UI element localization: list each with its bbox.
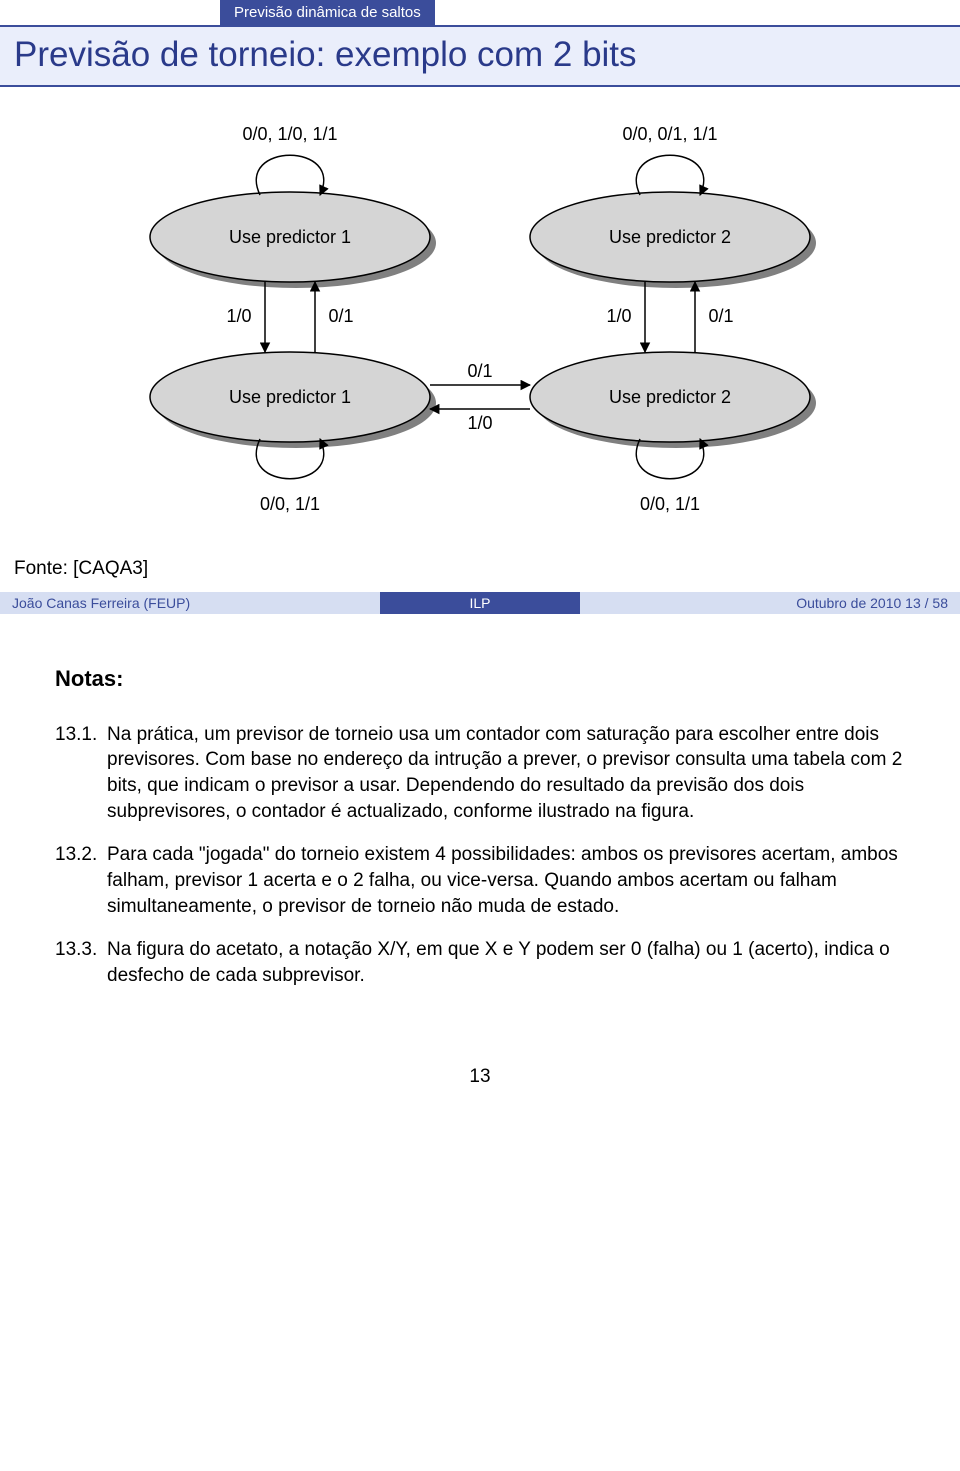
page-title: Previsão de torneio: exemplo com 2 bits xyxy=(14,35,942,75)
svg-text:1/0: 1/0 xyxy=(467,413,492,433)
svg-text:Use predictor 2: Use predictor 2 xyxy=(609,227,731,247)
svg-text:0/0, 1/1: 0/0, 1/1 xyxy=(260,494,320,514)
svg-text:Use predictor 1: Use predictor 1 xyxy=(229,227,351,247)
svg-text:0/1: 0/1 xyxy=(467,361,492,381)
footer-right: Outubro de 2010 13 / 58 xyxy=(580,592,960,614)
svg-text:0/0, 1/0, 1/1: 0/0, 1/0, 1/1 xyxy=(242,124,337,144)
section-tab: Previsão dinâmica de saltos xyxy=(220,0,435,25)
notes-heading: Notas: xyxy=(55,664,905,694)
svg-text:0/0, 0/1, 1/1: 0/0, 0/1, 1/1 xyxy=(622,124,717,144)
note-item: 13.3.Na figura do acetato, a notação X/Y… xyxy=(55,937,905,988)
svg-text:1/0: 1/0 xyxy=(226,306,251,326)
svg-text:0/0, 1/1: 0/0, 1/1 xyxy=(640,494,700,514)
slide-footer: João Canas Ferreira (FEUP) ILP Outubro d… xyxy=(0,592,960,614)
note-text: Na figura do acetato, a notação X/Y, em … xyxy=(107,937,905,988)
note-number: 13.2. xyxy=(55,842,107,919)
footer-author: João Canas Ferreira (FEUP) xyxy=(0,592,380,614)
note-text: Na prática, um previsor de torneio usa u… xyxy=(107,722,905,825)
footer-mid: ILP xyxy=(380,592,580,614)
note-item: 13.2.Para cada "jogada" do torneio exist… xyxy=(55,842,905,919)
svg-text:Use predictor 1: Use predictor 1 xyxy=(229,387,351,407)
note-number: 13.1. xyxy=(55,722,107,825)
slide: Previsão dinâmica de saltos Previsão de … xyxy=(0,0,960,1108)
fsm-svg: Use predictor 1 0/0, 1/0, 1/1 Use predicto… xyxy=(90,117,870,527)
state-diagram: Use predictor 1 0/0, 1/0, 1/1 Use predicto… xyxy=(0,87,960,552)
svg-text:1/0: 1/0 xyxy=(606,306,631,326)
source-citation: Fonte: [CAQA3] xyxy=(0,552,960,586)
svg-text:Use predictor 2: Use predictor 2 xyxy=(609,387,731,407)
notes-list: 13.1.Na prática, um previsor de torneio … xyxy=(55,722,905,989)
notes-section: Notas: 13.1.Na prática, um previsor de t… xyxy=(0,614,960,1036)
title-bar: Previsão de torneio: exemplo com 2 bits xyxy=(0,27,960,87)
note-item: 13.1.Na prática, um previsor de torneio … xyxy=(55,722,905,825)
note-number: 13.3. xyxy=(55,937,107,988)
note-text: Para cada "jogada" do torneio existem 4 … xyxy=(107,842,905,919)
page-number: 13 xyxy=(0,1036,960,1108)
svg-text:0/1: 0/1 xyxy=(708,306,733,326)
svg-text:0/1: 0/1 xyxy=(328,306,353,326)
